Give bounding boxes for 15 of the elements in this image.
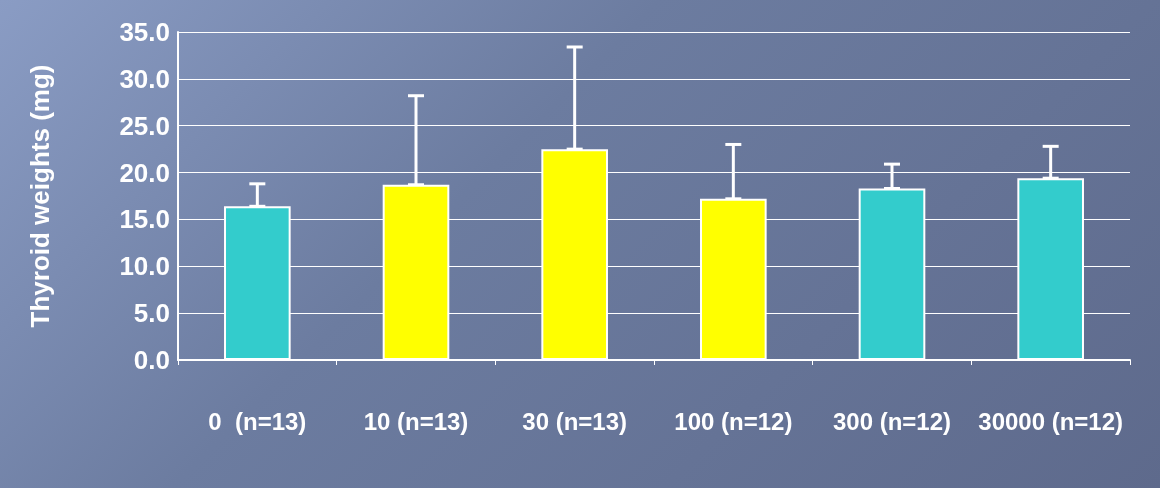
y-tick-label: 20.0 <box>119 157 170 188</box>
x-tick-label: 300 (n=12) <box>832 407 952 435</box>
x-tick-label: 30000 (n=12) <box>978 407 1124 435</box>
x-tick-label: 30 (n=13) <box>522 407 628 435</box>
y-tick-label: 30.0 <box>119 63 170 94</box>
y-tick-label: 0.0 <box>133 345 170 375</box>
x-tick-label: 100 (n=12) <box>674 407 793 435</box>
x-tick-label: 0 (n=13) <box>208 407 307 435</box>
y-tick-label: 25.0 <box>119 110 170 141</box>
x-tick-label: 10 (n=13) <box>363 407 469 435</box>
y-axis-title: Thyroid weights (mg) <box>25 64 55 328</box>
y-tick-label: 35.0 <box>119 17 170 47</box>
y-tick-label: 5.0 <box>133 298 170 329</box>
y-tick-label: 10.0 <box>119 251 170 282</box>
y-tick-label: 15.0 <box>119 204 170 235</box>
